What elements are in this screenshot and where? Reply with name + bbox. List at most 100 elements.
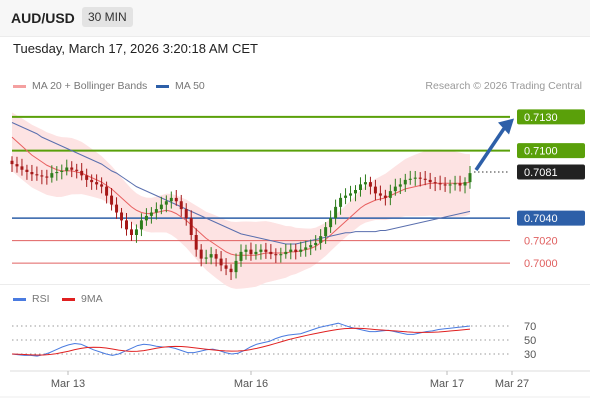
candle-body	[453, 183, 457, 185]
candle-body	[30, 172, 34, 175]
candle-body	[70, 167, 74, 170]
ma20-label: MA 20 + Bollinger Bands	[32, 80, 148, 92]
candle-body	[75, 169, 79, 171]
candle-body	[438, 183, 442, 185]
legend-ma50: MA 50	[156, 80, 205, 92]
9ma-swatch	[62, 297, 75, 301]
candle-body	[115, 204, 119, 213]
candle-body	[254, 251, 258, 255]
candle-body	[373, 186, 377, 194]
candle-body	[50, 173, 54, 178]
candle-body	[309, 245, 313, 248]
candle-body	[289, 249, 293, 252]
level-label-0-7040: 0.7040	[524, 213, 558, 225]
ma50-swatch	[156, 84, 169, 88]
candle-body	[264, 249, 268, 252]
candle-body	[204, 257, 208, 259]
candle-body	[334, 206, 338, 219]
rsi-tick-70: 70	[524, 321, 536, 333]
candle-body	[25, 169, 29, 172]
current-price-box	[517, 164, 585, 180]
candle-body	[159, 204, 163, 210]
candle-body	[423, 178, 427, 180]
9ma-label: 9MA	[81, 293, 103, 305]
candle-body	[363, 182, 367, 185]
candle-body	[174, 197, 178, 202]
rsi-swatch	[13, 297, 26, 301]
target-arrow-head	[498, 118, 514, 135]
rsi-series-9ma	[11, 327, 471, 356]
x-tick-label: Mar 27	[495, 378, 529, 390]
candle-body	[134, 229, 138, 235]
level-label-0-7000: 0.7000	[524, 258, 558, 270]
candle-body	[428, 179, 432, 183]
timeframe-button[interactable]: 30 MIN	[82, 7, 133, 27]
candle-body	[408, 178, 412, 180]
candle-body	[45, 176, 49, 178]
candle-body	[90, 179, 94, 183]
candle-body	[80, 170, 84, 176]
x-tick-label: Mar 13	[51, 378, 85, 390]
candle-body	[55, 172, 59, 174]
panel-separator	[0, 284, 590, 285]
candle-body	[418, 177, 422, 179]
candle-body	[184, 209, 188, 219]
instrument-name: AUD/USD	[11, 10, 75, 26]
ma20-swatch	[13, 84, 26, 88]
candle-body	[299, 249, 303, 252]
candle-body	[294, 249, 298, 252]
header-bar: AUD/USD 30 MIN	[0, 0, 590, 37]
candle-body	[120, 212, 124, 221]
candle-body	[448, 184, 452, 186]
candle-body	[393, 186, 397, 192]
candle-body	[60, 170, 64, 172]
candle-body	[100, 184, 104, 187]
candle-body	[349, 193, 353, 196]
candle-body	[199, 249, 203, 259]
candle-body	[249, 249, 253, 255]
candle-body	[279, 254, 283, 256]
candle-body	[194, 235, 198, 250]
ma50-line	[11, 122, 471, 245]
candle-body	[319, 236, 323, 243]
candle-body	[463, 182, 467, 186]
candle-body	[189, 218, 193, 235]
level-label-0-7020: 0.7020	[524, 236, 558, 248]
candle-body	[15, 164, 19, 167]
candle-body	[378, 193, 382, 196]
rsi-tick-30: 30	[524, 349, 536, 361]
candle-body	[354, 190, 357, 194]
candle-body	[433, 182, 437, 184]
datetime-text: Tuesday, March 17, 2026 3:20:18 AM CET	[13, 41, 258, 56]
candle-body	[20, 166, 24, 170]
rsi-label: RSI	[32, 293, 50, 305]
candle-body	[85, 175, 89, 180]
candle-body	[154, 209, 158, 213]
candle-body	[329, 218, 333, 228]
candle-body	[40, 175, 44, 177]
level-label-0-7100: 0.7100	[524, 146, 558, 158]
candle-body	[129, 229, 133, 235]
candle-body	[358, 184, 362, 190]
legend-9ma: 9MA	[62, 293, 103, 305]
candle-body	[383, 195, 387, 198]
level-box-0-7040	[517, 210, 585, 226]
candle-body	[10, 160, 14, 165]
x-tick-label: Mar 16	[234, 378, 268, 390]
candle-body	[324, 227, 328, 237]
candle-body	[164, 201, 168, 205]
candle-body	[209, 254, 213, 258]
target-arrow-shaft	[474, 127, 506, 171]
candle-body	[234, 260, 238, 273]
candle-body	[169, 197, 173, 202]
candle-body	[125, 220, 128, 230]
candle-body	[259, 249, 263, 252]
candle-body	[274, 254, 278, 256]
candle-body	[139, 220, 143, 230]
candle-body	[219, 258, 223, 266]
candle-body	[144, 215, 148, 221]
candle-body	[214, 254, 218, 259]
x-tick-label: Mar 17	[430, 378, 464, 390]
candle-body	[244, 249, 248, 252]
